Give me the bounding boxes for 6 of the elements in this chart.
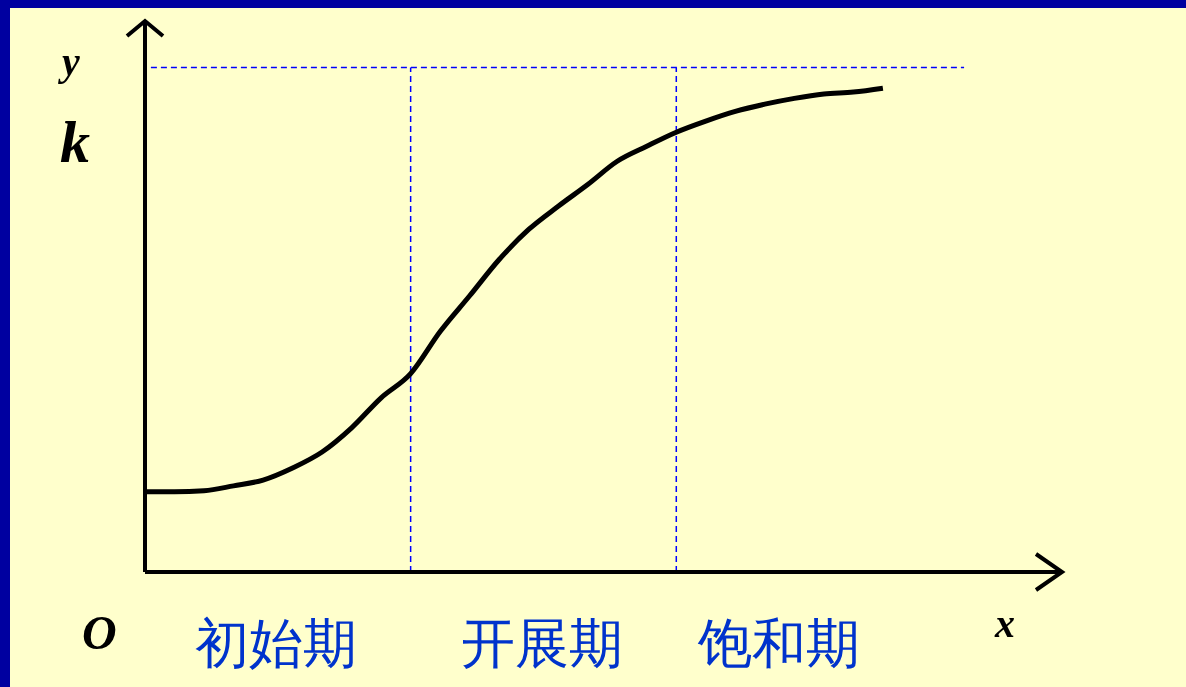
text: 饱和期 [696, 611, 861, 677]
text: 初始期 [194, 611, 359, 677]
text: 开展期 [460, 611, 625, 677]
ref-line-label: k [60, 107, 90, 177]
text: O [82, 605, 117, 660]
x-axis-title: x [995, 600, 1015, 647]
